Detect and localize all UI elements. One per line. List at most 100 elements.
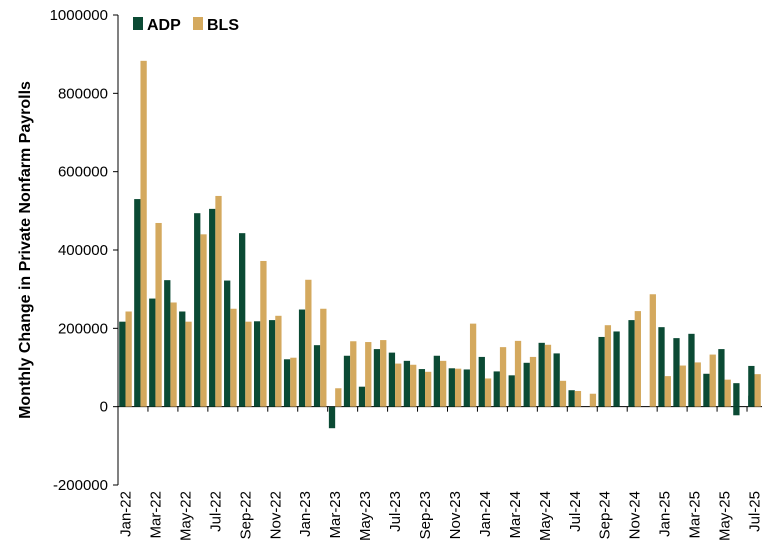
bar-adp-nov-24 — [628, 320, 635, 407]
bar-adp-dec-22 — [283, 359, 291, 407]
bar-adp-jul-23 — [388, 352, 396, 407]
bar-adp-may-24 — [538, 342, 545, 407]
legend-label-bls: BLS — [207, 17, 239, 34]
legend: ADP BLS — [133, 17, 239, 34]
bar-adp-jun-25 — [733, 406, 740, 416]
x-tick-label: Mar-23 — [327, 491, 344, 539]
x-tick-label: Nov-22 — [267, 491, 284, 539]
bar-adp-mar-23 — [328, 406, 336, 429]
bar-bls-dec-24 — [649, 294, 656, 407]
bar-adp-apr-24 — [523, 362, 530, 407]
bar-bls-sep-22 — [245, 321, 252, 407]
bar-bls-jan-24 — [484, 378, 492, 407]
bar-adp-mar-24 — [508, 375, 515, 407]
bar-adp-jun-23 — [373, 349, 381, 407]
bar-adp-apr-22 — [164, 280, 171, 407]
bar-adp-nov-22 — [268, 320, 276, 407]
bar-adp-jan-24 — [478, 356, 485, 407]
bar-adp-jun-22 — [194, 213, 201, 407]
bar-bls-nov-23 — [454, 368, 462, 407]
bar-bls-jul-22 — [215, 195, 222, 407]
bar-adp-jul-24 — [568, 390, 575, 407]
bar-bls-feb-24 — [499, 347, 507, 407]
bar-bls-jan-22 — [125, 311, 132, 407]
bar-bls-jan-25 — [664, 376, 671, 407]
bar-adp-may-22 — [179, 311, 186, 407]
bar-bls-jan-23 — [305, 279, 312, 407]
x-tick-label: Nov-24 — [627, 491, 644, 539]
legend-label-adp: ADP — [147, 17, 181, 34]
bar-bls-jun-24 — [559, 380, 567, 407]
y-tick-label: 600000 — [58, 164, 108, 181]
bar-bls-sep-23 — [425, 371, 432, 407]
bar-bls-apr-22 — [170, 302, 177, 407]
bar-bls-sep-24 — [604, 325, 612, 407]
x-tick-label: Jan-23 — [297, 491, 314, 537]
bar-bls-may-23 — [365, 342, 372, 407]
x-tick-label: Jul-23 — [387, 491, 404, 532]
bar-bls-dec-22 — [290, 357, 297, 407]
bar-adp-sep-24 — [598, 336, 605, 407]
x-tick-label: Jul-22 — [207, 491, 224, 532]
y-axis-title: Monthly Change in Private Nonfarm Payrol… — [17, 81, 34, 419]
bar-adp-apr-25 — [703, 373, 710, 407]
bar-bls-feb-23 — [320, 308, 327, 407]
bar-bls-dec-23 — [469, 323, 477, 407]
y-tick-label: 400000 — [58, 242, 108, 259]
bar-bls-aug-22 — [230, 308, 237, 407]
bar-adp-feb-25 — [673, 338, 680, 407]
bar-adp-feb-22 — [134, 199, 141, 407]
bar-bls-mar-23 — [335, 388, 342, 407]
y-tick-label: 1000000 — [50, 7, 108, 24]
bar-bls-apr-23 — [350, 341, 357, 407]
bar-adp-jun-24 — [553, 353, 560, 407]
bar-adp-jan-25 — [658, 327, 665, 407]
bar-bls-may-25 — [724, 379, 731, 407]
bar-adp-sep-22 — [239, 233, 246, 407]
bar-series — [119, 60, 761, 429]
bar-bls-mar-22 — [155, 222, 162, 407]
x-tick-label: May-22 — [177, 491, 194, 541]
bar-bls-feb-22 — [140, 60, 147, 407]
bar-bls-jul-25 — [754, 374, 761, 407]
x-tick-label: Sep-23 — [417, 491, 434, 539]
x-tick-label: May-23 — [357, 491, 374, 541]
bar-adp-apr-23 — [343, 355, 351, 407]
bar-adp-mar-22 — [149, 298, 156, 407]
bar-bls-jul-23 — [395, 363, 402, 407]
bar-adp-oct-23 — [433, 355, 440, 407]
legend-swatch-adp — [133, 17, 143, 30]
bar-bls-nov-24 — [634, 311, 641, 407]
bar-adp-nov-23 — [448, 368, 455, 407]
bar-bls-oct-22 — [260, 260, 267, 407]
bar-adp-may-25 — [718, 349, 725, 407]
bar-bls-apr-24 — [529, 356, 537, 407]
x-tick-label: Jul-24 — [567, 491, 584, 532]
bar-bls-mar-24 — [514, 340, 522, 407]
bar-bls-feb-25 — [679, 365, 686, 407]
x-axis-ticks: Jan-22 Mar-22 May-22 Jul-22 Sep-22 Nov-22 Jan-… — [117, 406, 764, 541]
y-tick-label: 0 — [100, 399, 108, 416]
bar-bls-aug-23 — [410, 364, 417, 407]
y-axis-ticks: -200000 0 200000 400000 600000 800000 1000000 — [50, 7, 118, 494]
bar-adp-may-23 — [358, 386, 366, 407]
bar-adp-jan-23 — [298, 309, 306, 407]
x-tick-label: May-25 — [717, 491, 734, 541]
bar-bls-jun-23 — [380, 340, 387, 407]
bar-bls-jun-22 — [200, 234, 207, 407]
bar-bls-mar-25 — [694, 362, 701, 407]
x-tick-label: Jan-24 — [477, 491, 494, 537]
bar-bls-may-22 — [185, 321, 192, 407]
bar-adp-sep-23 — [418, 369, 426, 407]
bar-bls-oct-23 — [440, 360, 447, 407]
x-tick-label: Mar-22 — [147, 491, 164, 539]
x-tick-label: Sep-22 — [237, 491, 254, 539]
bar-bls-nov-22 — [275, 315, 282, 407]
bar-adp-feb-24 — [493, 371, 500, 407]
bar-adp-dec-23 — [463, 369, 470, 407]
bar-adp-jan-22 — [119, 321, 126, 407]
bar-adp-oct-24 — [613, 331, 620, 407]
bar-adp-mar-25 — [688, 333, 695, 407]
